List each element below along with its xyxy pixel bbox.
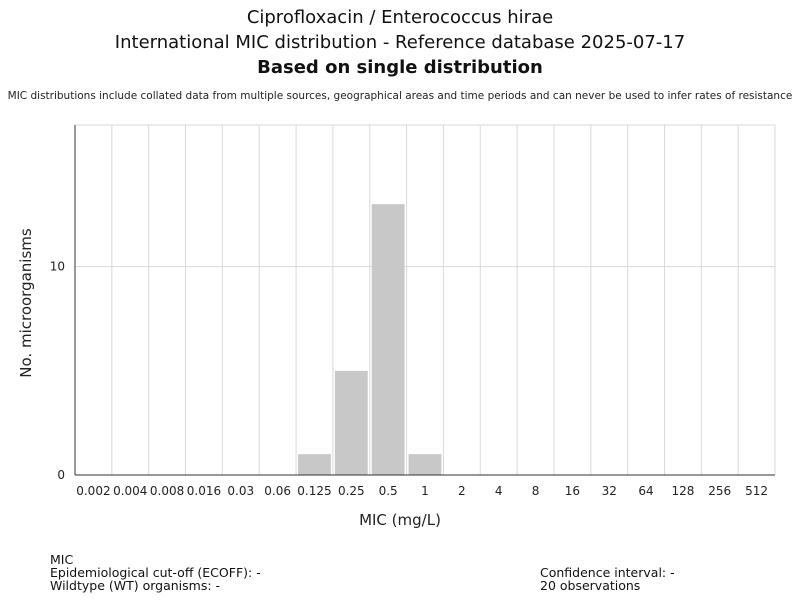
footer-mic-label: MIC	[50, 552, 74, 567]
x-tick-label: 0.004	[113, 484, 147, 498]
x-tick-label: 0.002	[76, 484, 110, 498]
x-tick-label: 256	[708, 484, 731, 498]
footer-right: Confidence interval: - 20 observations	[540, 566, 675, 592]
bar-mic-0.25	[334, 370, 368, 475]
x-tick-label: 8	[532, 484, 540, 498]
x-tick-label: 0.016	[187, 484, 221, 498]
x-tick-label: 0.25	[338, 484, 365, 498]
x-tick-label: 16	[565, 484, 580, 498]
y-tick-label: 10	[50, 260, 65, 274]
footer-confidence-interval: Confidence interval: -	[540, 565, 675, 580]
bar-mic-0.5	[371, 204, 405, 475]
x-tick-label: 128	[671, 484, 694, 498]
x-tick-label: 0.125	[297, 484, 331, 498]
x-tick-label: 64	[638, 484, 653, 498]
x-tick-label: 32	[602, 484, 617, 498]
footer-observations: 20 observations	[540, 578, 641, 593]
x-axis-label: MIC (mg/L)	[359, 511, 441, 529]
footer-left: MIC Epidemiological cut-off (ECOFF): - W…	[50, 553, 261, 592]
footer-wildtype: Wildtype (WT) organisms: -	[50, 578, 221, 593]
x-tick-label: 1	[421, 484, 429, 498]
x-tick-label: 512	[745, 484, 768, 498]
x-tick-label: 4	[495, 484, 503, 498]
x-tick-label: 0.03	[227, 484, 254, 498]
x-tick-label: 0.008	[150, 484, 184, 498]
footer-ecoff: Epidemiological cut-off (ECOFF): -	[50, 565, 261, 580]
bar-mic-0.125	[298, 454, 331, 475]
x-tick-label: 0.06	[264, 484, 291, 498]
x-tick-label: 0.5	[379, 484, 398, 498]
y-tick-label: 0	[57, 468, 65, 482]
chart-disclaimer: MIC distributions include collated data …	[7, 90, 793, 102]
chart-title: Ciprofloxacin / Enterococcus hirae	[246, 7, 554, 28]
chart-subtitle: International MIC distribution - Referen…	[114, 32, 686, 53]
chart-subtitle-bold: Based on single distribution	[257, 57, 543, 78]
x-tick-label: 2	[458, 484, 466, 498]
y-axis-label: No. microorganisms	[17, 228, 35, 378]
bar-mic-1	[408, 454, 442, 475]
